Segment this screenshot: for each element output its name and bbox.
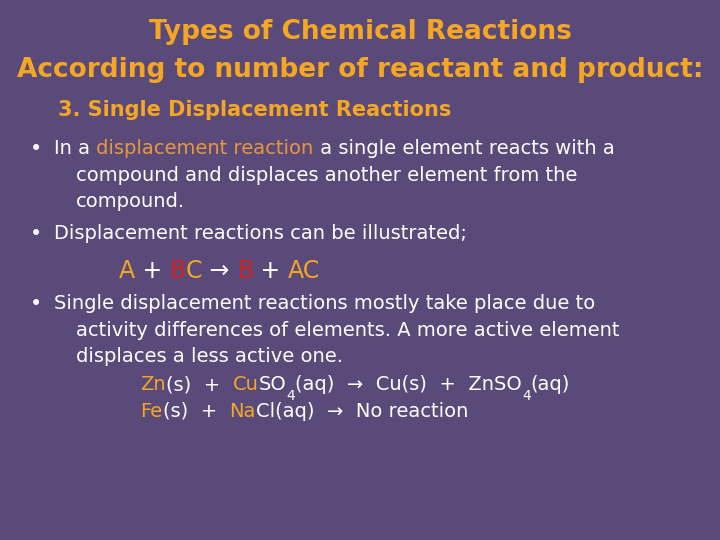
Text: Cu: Cu	[233, 375, 258, 394]
Text: 4: 4	[287, 389, 295, 403]
Text: •: •	[30, 139, 42, 159]
Text: (aq)  →  Cu(s)  +  ZnSO: (aq) → Cu(s) + ZnSO	[295, 375, 522, 394]
Text: compound and displaces another element from the: compound and displaces another element f…	[76, 166, 577, 185]
Text: →: →	[202, 259, 237, 283]
Text: +: +	[253, 259, 288, 283]
Text: Fe: Fe	[140, 402, 163, 421]
Text: displaces a less active one.: displaces a less active one.	[76, 347, 343, 366]
Text: (s)  +: (s) +	[166, 375, 233, 394]
Text: AC: AC	[288, 259, 320, 283]
Text: B: B	[237, 259, 253, 283]
Text: B: B	[170, 259, 186, 283]
Text: •: •	[30, 224, 42, 244]
Text: 4: 4	[522, 389, 531, 403]
Text: displacement reaction: displacement reaction	[96, 139, 313, 158]
Text: activity differences of elements. A more active element: activity differences of elements. A more…	[76, 321, 619, 340]
Text: (s)  +: (s) +	[163, 402, 229, 421]
Text: According to number of reactant and product:: According to number of reactant and prod…	[17, 57, 703, 83]
Text: In a: In a	[54, 139, 96, 158]
Text: a single element reacts with a: a single element reacts with a	[313, 139, 614, 158]
Text: SO: SO	[258, 375, 287, 394]
Text: Zn: Zn	[140, 375, 166, 394]
Text: (aq): (aq)	[531, 375, 570, 394]
Text: compound.: compound.	[76, 192, 185, 211]
Text: Cl(aq)  →  No reaction: Cl(aq) → No reaction	[256, 402, 468, 421]
Text: Displacement reactions can be illustrated;: Displacement reactions can be illustrate…	[54, 224, 467, 243]
Text: 3. Single Displacement Reactions: 3. Single Displacement Reactions	[58, 100, 451, 120]
Text: A: A	[119, 259, 135, 283]
Text: Types of Chemical Reactions: Types of Chemical Reactions	[148, 19, 572, 45]
Text: •: •	[30, 294, 42, 314]
Text: C: C	[186, 259, 202, 283]
Text: +: +	[135, 259, 170, 283]
Text: Single displacement reactions mostly take place due to: Single displacement reactions mostly tak…	[54, 294, 595, 313]
Text: Na: Na	[229, 402, 256, 421]
